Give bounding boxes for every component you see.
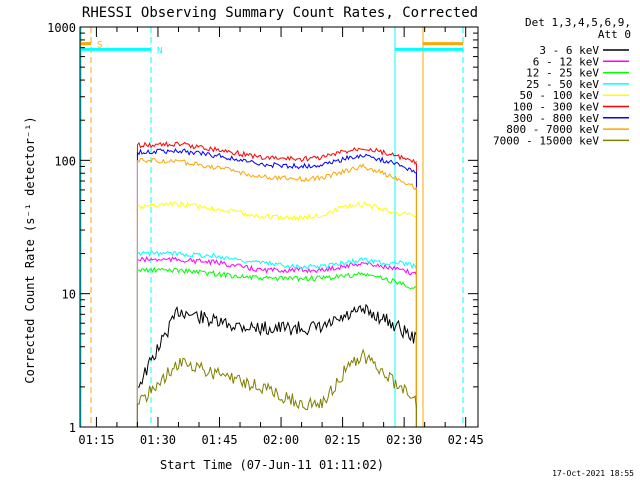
legend-label: 3 - 6 keV — [539, 44, 599, 57]
legend-title-2: Att 0 — [598, 28, 631, 41]
series-line-4 — [137, 200, 417, 222]
legend-label: 12 - 25 keV — [526, 67, 599, 80]
legend-label: 50 - 100 keV — [520, 89, 600, 102]
legend-label: 300 - 800 keV — [513, 112, 599, 125]
chart-title: RHESSI Observing Summary Count Rates, Co… — [82, 5, 478, 21]
x-tick-label: 02:45 — [448, 433, 484, 447]
series-line-1 — [137, 255, 417, 276]
legend-label: 25 - 50 keV — [526, 78, 599, 91]
series-line-0 — [137, 303, 417, 388]
series-line-3 — [137, 250, 417, 271]
y-tick-label: 10 — [62, 288, 76, 302]
y-tick-label: 1000 — [47, 21, 76, 35]
flag-label: N — [157, 46, 162, 56]
x-tick-label: 02:15 — [325, 433, 361, 447]
timestamp: 17-Oct-2021 18:55 — [552, 469, 634, 478]
x-tick-label: 01:15 — [78, 433, 114, 447]
x-tick-label: 01:30 — [140, 433, 176, 447]
x-tick-label: 02:30 — [386, 433, 422, 447]
x-tick-label: 02:00 — [263, 433, 299, 447]
x-tick-label: 01:45 — [201, 433, 237, 447]
x-axis-label: Start Time (07-Jun-11 01:11:02) — [160, 458, 384, 472]
series-line-2 — [137, 266, 417, 290]
legend-title-1: Det 1,3,4,5,6,9, — [525, 16, 631, 29]
plot-frame — [79, 26, 479, 428]
series-line-5 — [136, 140, 417, 165]
series-line-8 — [137, 348, 417, 411]
legend-label: 800 - 7000 keV — [506, 123, 599, 136]
y-tick-label: 1 — [69, 421, 76, 435]
flag-label: S — [97, 41, 102, 51]
series-line-7 — [137, 157, 417, 191]
y-tick-label: 100 — [54, 154, 76, 168]
series-line-6 — [136, 148, 417, 174]
legend-label: 7000 - 15000 keV — [493, 134, 599, 147]
legend-label: 100 - 300 keV — [513, 101, 599, 114]
y-axis-label: Corrected Count Rate (s⁻¹ detector⁻¹) — [23, 116, 37, 383]
legend-label: 6 - 12 keV — [533, 55, 600, 68]
